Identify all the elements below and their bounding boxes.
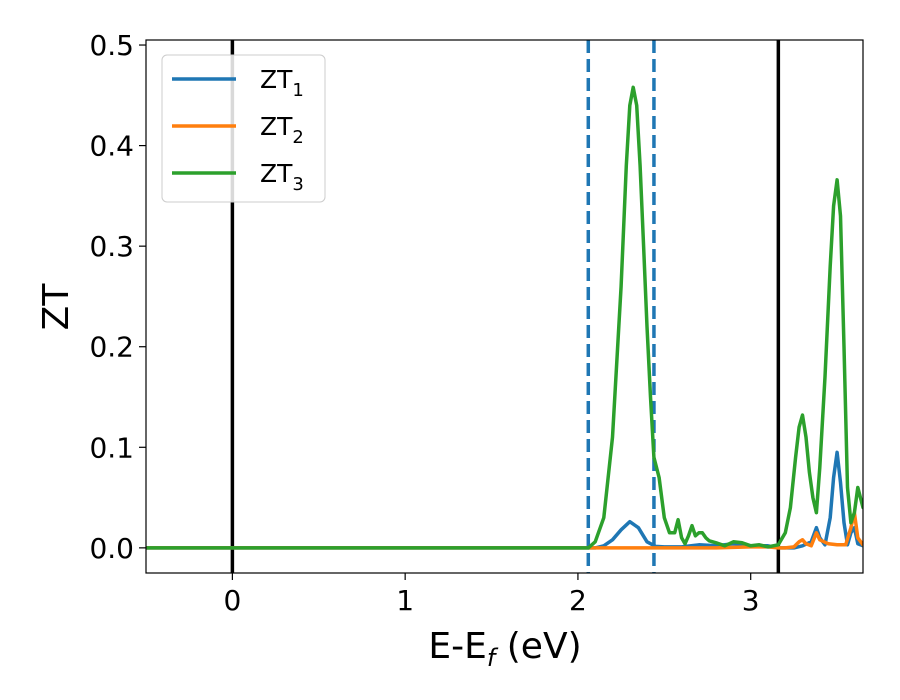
series-layer	[146, 85, 863, 550]
legend-box	[161, 54, 326, 203]
legend-label-3: ZT3	[260, 159, 304, 195]
y-tick-label: 0.2	[89, 331, 134, 364]
plot-frame	[145, 39, 864, 574]
y-tick-label: 0.1	[89, 431, 134, 464]
reference-lines	[230, 40, 781, 573]
legend-label-sub: 2	[292, 127, 303, 148]
y-tick-label: 0.0	[89, 532, 134, 565]
x-axis-label-unit: (eV)	[495, 626, 581, 667]
x-tick-label: 2	[569, 584, 587, 617]
y-axis-label: ZT	[36, 283, 77, 331]
x-axis: 0 1 2 3	[223, 573, 760, 617]
legend-label-main: ZT	[260, 159, 293, 188]
legend-label-sub: 3	[292, 174, 303, 195]
legend-label-1: ZT1	[260, 65, 304, 101]
legend-label-sub: 1	[292, 80, 303, 101]
legend-label-2: ZT2	[260, 112, 304, 148]
y-tick-label: 0.3	[89, 230, 134, 263]
series-line-3	[146, 85, 863, 550]
x-tick-label: 1	[396, 584, 414, 617]
x-axis-label-main: E-E	[428, 626, 486, 667]
legend-label-main: ZT	[260, 65, 293, 94]
series-line-1	[146, 450, 863, 550]
y-tick-label: 0.4	[89, 130, 134, 163]
y-axis: 0.0 0.1 0.2 0.3 0.4 0.5	[89, 29, 146, 565]
legend-label-main: ZT	[260, 112, 293, 141]
series-line-2	[146, 510, 863, 550]
x-tick-label: 0	[223, 584, 241, 617]
x-axis-label: E-Ef (eV)	[428, 626, 581, 672]
x-tick-label: 3	[742, 584, 760, 617]
y-tick-label: 0.5	[89, 29, 134, 62]
